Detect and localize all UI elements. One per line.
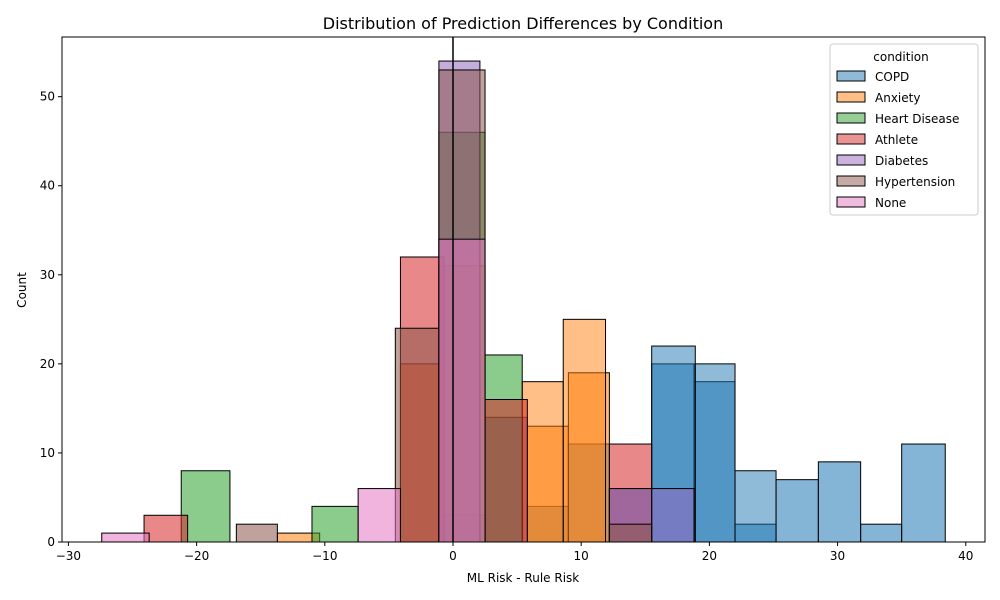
x-tick-label: 20: [702, 549, 717, 563]
series-anxiety: [521, 318, 607, 543]
y-axis-label: Count: [15, 272, 29, 308]
legend-label: Diabetes: [875, 154, 928, 168]
y-tick-label: 20: [40, 357, 55, 371]
legend-swatch: [836, 175, 866, 187]
bar-copd-11: [901, 443, 946, 543]
legend-label: Athlete: [875, 133, 918, 147]
bar-none-0: [101, 532, 150, 543]
y-tick-label: 50: [40, 90, 55, 104]
legend-swatch: [836, 196, 866, 208]
legend-item: Athlete: [836, 133, 918, 147]
bar-copd-9: [817, 461, 862, 543]
bar-none-1: [357, 488, 401, 543]
y-tick-label: 10: [40, 446, 55, 460]
plot-frame: [61, 36, 986, 543]
legend-item: None: [836, 196, 906, 210]
x-tick-label: −20: [184, 549, 209, 563]
legend-item: Heart Disease: [836, 112, 959, 126]
legend-label: None: [875, 196, 906, 210]
bar-copd-10: [860, 523, 903, 543]
legend-item: Hypertension: [836, 175, 955, 189]
bar-diabetes-2: [651, 488, 695, 543]
chart-title: Distribution of Prediction Differences b…: [323, 14, 723, 33]
x-axis-label: ML Risk - Rule Risk: [467, 571, 580, 585]
legend-box: [829, 43, 979, 216]
legend-title: condition: [873, 50, 928, 64]
y-tick-label: 30: [40, 268, 55, 282]
x-tick-label: −10: [312, 549, 337, 563]
bar-copd-2: [734, 470, 777, 543]
legend-label: Heart Disease: [875, 112, 959, 126]
legend-swatch: [836, 112, 866, 124]
y-tick-label: 0: [47, 535, 55, 549]
plot-area: [61, 36, 986, 543]
bar-heart-disease-0: [180, 470, 231, 543]
legend-item: COPD: [836, 70, 909, 84]
series-none: [101, 238, 486, 543]
bar-athlete-2: [484, 398, 528, 543]
legend-swatch: [836, 154, 866, 166]
bar-copd-8: [775, 479, 819, 543]
bar-anxiety-0: [521, 381, 564, 543]
x-tick-label: 30: [830, 549, 845, 563]
y-tick-label: 40: [40, 179, 55, 193]
x-tick-label: −30: [56, 549, 81, 563]
legend-item: Diabetes: [836, 154, 928, 168]
bar-heart-disease-1: [311, 505, 359, 543]
x-tick-label: 0: [449, 549, 457, 563]
x-tick-label: 40: [958, 549, 973, 563]
legend-swatch: [836, 91, 866, 103]
y-axis: 0 10 20 30 40 50: [40, 90, 62, 549]
bar-hypertension-1: [394, 327, 440, 543]
bar-none-2: [438, 238, 486, 543]
legend: condition COPD Anxiety Heart Disease Athlete…: [829, 43, 979, 216]
legend-label: Anxiety: [875, 91, 920, 105]
legend-label: COPD: [875, 70, 909, 84]
x-tick-label: 10: [574, 549, 589, 563]
legend-swatch: [836, 70, 866, 82]
bar-hypertension-3: [608, 523, 653, 543]
bar-anxiety-1: [562, 318, 607, 543]
legend-item: Anxiety: [836, 91, 920, 105]
bar-athlete-0: [143, 514, 189, 543]
legend-label: Hypertension: [875, 175, 955, 189]
x-axis: −30 −20 −10 0 10 20 30 40: [56, 542, 973, 563]
legend-swatch: [836, 133, 866, 145]
bar-copd-1: [694, 363, 736, 543]
bar-hypertension-0: [235, 523, 278, 543]
